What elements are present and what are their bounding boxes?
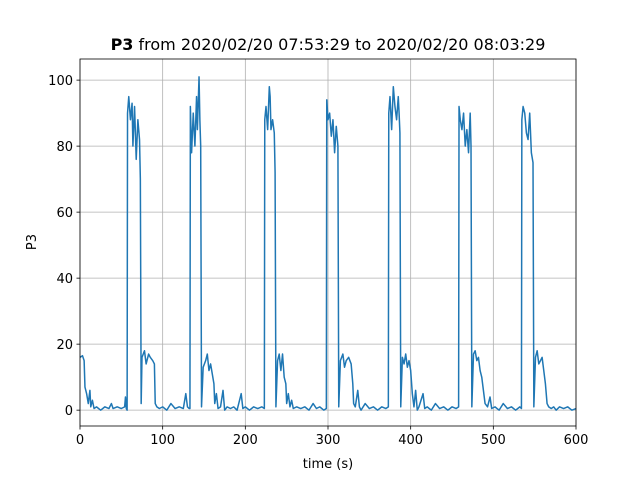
title-bold: P3 [111, 35, 134, 54]
x-tick-label: 300 [316, 433, 341, 448]
chart-title: P3 from 2020/02/20 07:53:29 to 2020/02/2… [111, 35, 546, 54]
y-tick-label: 100 [48, 74, 73, 89]
y-tick-label: 80 [56, 140, 73, 155]
y-tick-label: 60 [56, 206, 73, 221]
y-tick-label: 20 [56, 338, 73, 353]
y-tick-label: 40 [56, 272, 73, 287]
x-tick-label: 400 [398, 433, 423, 448]
x-tick-label: 500 [481, 433, 506, 448]
x-tick-label: 0 [76, 433, 84, 448]
data-line [79, 76, 577, 411]
y-tick-label: 0 [65, 404, 73, 419]
y-axis-label: P3 [25, 234, 40, 250]
x-tick-label: 100 [150, 433, 175, 448]
title-text: from 2020/02/20 07:53:29 to 2020/02/20 0… [139, 35, 546, 54]
plot-frame [79, 58, 577, 427]
x-axis-label: time (s) [303, 457, 353, 472]
x-tick-label: 600 [564, 433, 589, 448]
x-tick-label: 200 [233, 433, 258, 448]
